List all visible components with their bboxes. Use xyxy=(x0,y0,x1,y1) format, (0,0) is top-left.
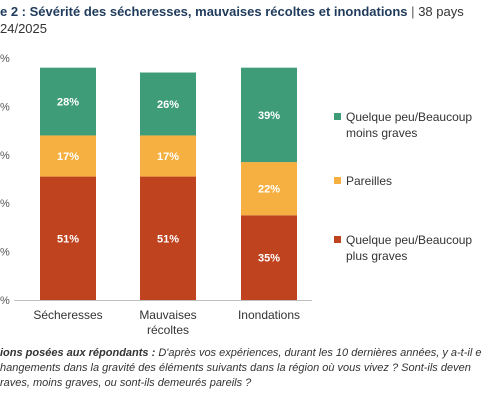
footnote-text1: D'après vos expériences, durant les 10 d… xyxy=(158,347,482,359)
bar-segment-1-0 xyxy=(140,176,196,300)
data-label-2-0: 35% xyxy=(258,253,280,265)
legend-label-0-0: Quelque peu/Beaucoup xyxy=(346,110,472,124)
data-label-2-2: 39% xyxy=(258,110,280,122)
bar-segment-0-0 xyxy=(40,176,96,300)
data-label-1-2: 26% xyxy=(157,99,179,111)
chart-title: e 2 : Sévérité des sécheresses, mauvaise… xyxy=(0,3,464,20)
y-tick-label-40: % xyxy=(0,198,10,210)
legend-label-2-0: Quelque peu/Beaucoup xyxy=(346,233,472,247)
data-label-0-1: 17% xyxy=(57,151,79,163)
y-tick-label-60: % xyxy=(0,150,10,162)
data-label-0-2: 28% xyxy=(57,97,79,109)
footnote-line1: ions posées aux répondants : D'après vos… xyxy=(0,346,497,361)
legend-swatch-0 xyxy=(334,113,341,120)
footnote: ions posées aux répondants : D'après vos… xyxy=(0,346,497,391)
data-label-1-1: 17% xyxy=(157,151,179,163)
category-label-2: Inondations xyxy=(238,308,300,322)
chart-title-line2: 24/2025 xyxy=(0,21,47,36)
y-tick-label-80: % xyxy=(0,101,10,113)
category-label-1-0: Mauvaises xyxy=(139,308,196,322)
footnote-line3: raves, moins graves, ou sont-ils demeuré… xyxy=(0,377,252,389)
data-label-0-0: 51% xyxy=(57,233,79,245)
y-tick-label-0: % xyxy=(0,295,10,307)
legend-label-1: Pareilles xyxy=(346,174,392,188)
bar-segment-1-2 xyxy=(140,72,196,136)
category-label-1-1: récoltes xyxy=(147,323,189,337)
y-tick-label-20: % xyxy=(0,247,10,259)
legend-label-2-1: plus graves xyxy=(346,249,407,263)
title-separator: | xyxy=(411,4,415,19)
bar-segment-2-2 xyxy=(241,67,297,163)
bar-segment-0-2 xyxy=(40,67,96,136)
data-label-1-0: 51% xyxy=(157,233,179,245)
bar-segment-0-1 xyxy=(40,135,96,177)
chart-title-main: e 2 : Sévérité des sécheresses, mauvaise… xyxy=(0,4,408,19)
y-tick-label-100: % xyxy=(0,53,10,65)
legend-label-0-1: moins graves xyxy=(346,126,417,140)
bar-segment-2-1 xyxy=(241,162,297,216)
legend-swatch-2 xyxy=(334,236,341,243)
data-label-2-1: 22% xyxy=(258,184,280,196)
footnote-line2: hangements dans la gravité des éléments … xyxy=(0,362,471,374)
bar-segment-1-1 xyxy=(140,135,196,177)
category-label-0: Sécheresses xyxy=(33,308,102,322)
legend-swatch-1 xyxy=(334,177,341,184)
bar-segment-2-0 xyxy=(241,215,297,300)
chart-title-subtitle: 38 pays xyxy=(418,4,464,19)
footnote-label: ions posées aux répondants : xyxy=(0,347,156,359)
